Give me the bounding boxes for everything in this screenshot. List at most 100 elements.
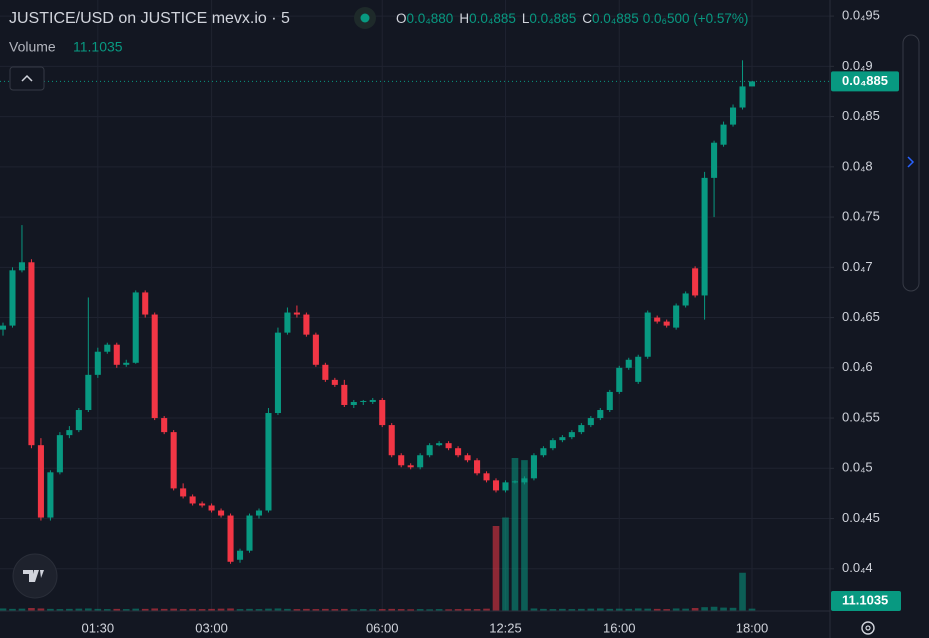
volume-bar — [710, 606, 718, 611]
volume-bar — [748, 608, 756, 611]
volume-bar — [615, 608, 623, 611]
x-tick-label: 01:30 — [82, 620, 115, 635]
volume-pane — [0, 458, 756, 611]
volume-bar — [246, 608, 253, 611]
volume-bar — [132, 608, 140, 611]
candle-body — [56, 435, 63, 473]
volume-bar — [284, 608, 291, 611]
volume-bar — [606, 608, 614, 611]
volume-bar — [28, 608, 35, 611]
collapse-button[interactable] — [9, 66, 45, 91]
candle-body — [199, 503, 206, 506]
candle-body — [711, 142, 718, 178]
volume-bar — [85, 608, 92, 611]
candle-body — [113, 344, 120, 365]
volume-bar — [511, 458, 519, 611]
axes: 0.0₄95 0.0₄9 0.0₄85 0.0₄8 0.0₄75 0.0₄7 0.0₄65 0… — [82, 8, 901, 635]
scroll-right-icon[interactable] — [907, 156, 915, 168]
candle-body — [578, 425, 585, 433]
candle-body — [218, 510, 225, 516]
volume-bar — [644, 608, 652, 611]
y-tick-label: 0.0₄95 — [842, 8, 880, 23]
last-volume-badge — [831, 591, 901, 611]
volume-bar — [293, 609, 301, 611]
volume-bar — [397, 609, 405, 611]
y-tick-label: 0.0₄85 — [842, 108, 880, 123]
candle-body — [521, 478, 528, 483]
last-price-badge — [831, 71, 899, 92]
volume-bar — [540, 608, 547, 611]
candle-body — [360, 400, 367, 402]
candle-body — [236, 550, 244, 560]
candle-body — [170, 432, 177, 489]
volume-bar — [331, 609, 339, 611]
volume-bar — [141, 608, 149, 611]
volume-bar — [151, 608, 159, 611]
volume-bar — [739, 572, 746, 611]
volume-bar — [198, 609, 206, 611]
candle-body — [9, 270, 16, 326]
candle-body — [0, 325, 7, 330]
candle-body — [616, 367, 623, 392]
chart-title: JUSTICE/USD on JUSTICE mevx.io · 5 — [9, 10, 290, 27]
y-tick-label: 0.0₄75 — [842, 209, 880, 224]
x-tick-label: 12:25 — [489, 620, 522, 635]
volume-bar — [691, 608, 699, 611]
legend-change: 0.0₆500 (+0.57%) — [643, 11, 749, 26]
volume-bar — [653, 608, 661, 611]
candle-body — [161, 418, 168, 433]
logo-mark — [23, 570, 44, 582]
candle-body — [123, 362, 130, 365]
volume-value: 11.1035 — [73, 39, 123, 55]
volume-bar — [587, 608, 595, 611]
volume-bar — [407, 609, 415, 611]
x-tick-label: 18:00 — [736, 620, 769, 635]
volume-bar — [445, 609, 452, 611]
y-tick-label: 0.0₄7 — [842, 259, 873, 274]
volume-bar — [625, 608, 633, 611]
volume-bar — [521, 460, 528, 611]
volume-bar — [682, 608, 689, 611]
legend-key: C — [582, 11, 592, 26]
legend-value: 0.0₄885 — [469, 11, 516, 26]
candle-body — [227, 515, 234, 562]
volume-bar — [312, 609, 320, 611]
volume-bar — [502, 517, 509, 611]
y-tick-label: 0.0₄5 — [842, 460, 873, 475]
candle-body — [606, 391, 613, 411]
volume-bar — [473, 609, 481, 611]
candle-body — [341, 384, 348, 405]
volume-bar — [37, 608, 45, 611]
candle-body — [85, 374, 92, 411]
candle-body — [274, 332, 281, 414]
candle-body — [132, 292, 139, 363]
candle-body — [739, 86, 746, 108]
candle-body — [644, 312, 651, 357]
volume-bar — [113, 608, 121, 611]
x-tick-label: 16:00 — [603, 620, 636, 635]
candle-body — [47, 472, 54, 518]
volume-bar — [559, 608, 566, 611]
volume-bar — [663, 609, 670, 611]
settings-icon[interactable] — [861, 621, 875, 635]
x-tick-label: 03:00 — [195, 620, 228, 635]
volume-bar — [578, 608, 585, 611]
y-tick-label: 0.0₄4 — [842, 560, 873, 575]
candle-body — [369, 399, 376, 402]
volume-bar — [303, 608, 310, 611]
volume-bar — [426, 609, 433, 611]
candle-body — [720, 124, 727, 145]
candle-body — [464, 455, 471, 461]
candle-body — [142, 292, 149, 315]
volume-bar — [454, 609, 462, 611]
candle-body — [635, 356, 642, 382]
candle-body — [549, 440, 556, 449]
volume-bar — [189, 608, 196, 611]
volume-bar — [56, 609, 64, 611]
volume-bar — [9, 608, 16, 611]
legend-value: 0.0₄885 — [529, 11, 576, 26]
candle-body — [18, 262, 25, 271]
candle-body — [559, 437, 566, 441]
candle-body — [455, 448, 462, 456]
